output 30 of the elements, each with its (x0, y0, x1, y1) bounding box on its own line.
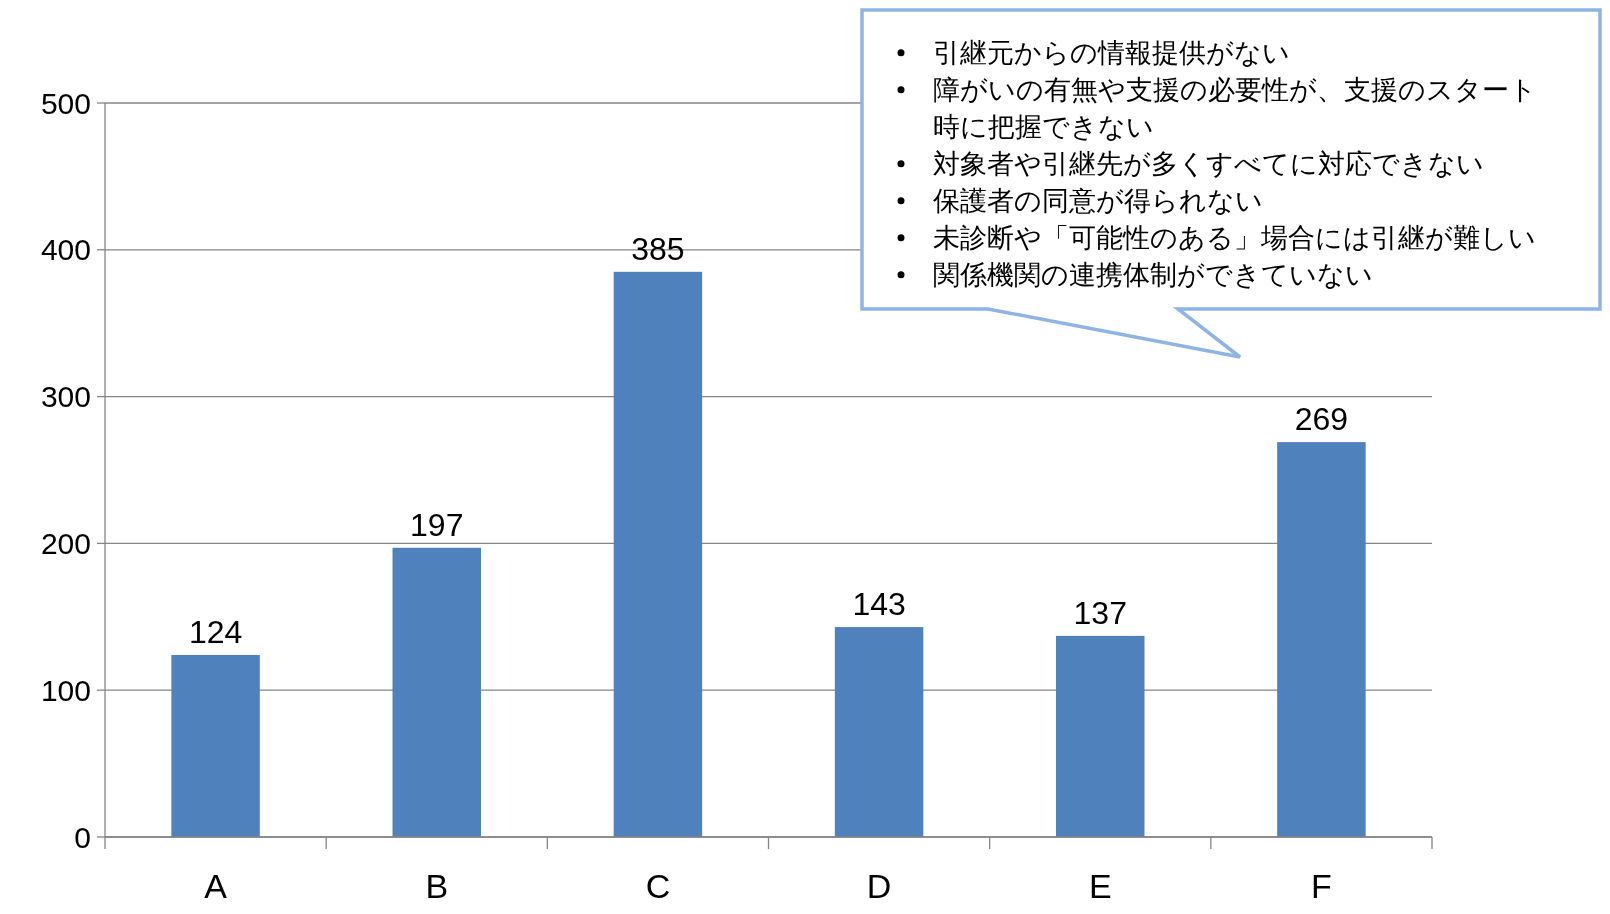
x-tick-label: B (425, 867, 449, 905)
y-tick-label: 0 (74, 820, 91, 854)
y-tick-label: 100 (40, 673, 91, 707)
annotation: 未診断や「可能性のある」場合には引継が難しい (933, 223, 1536, 254)
data-label: 197 (410, 506, 464, 543)
annotation: 保護者の同意が得られない (933, 186, 1263, 217)
annotation: 障がいの有無や支援の必要性が、支援のスタート時に把握できない (933, 75, 1537, 143)
data-label: 124 (188, 613, 243, 650)
annotation: 対象者や引継先が多くすべてに対応できない (933, 149, 1484, 180)
y-tick-label: 200 (40, 526, 91, 560)
x-tick-label: A (204, 867, 228, 905)
data-label: 143 (852, 586, 906, 623)
data-label: 385 (631, 230, 685, 267)
x-tick-label: F (1311, 867, 1332, 905)
bar (1056, 635, 1145, 837)
data-label: 137 (1073, 594, 1127, 631)
annotation: 関係機関の連携体制ができていない (933, 260, 1373, 291)
bar (834, 627, 924, 837)
bar (613, 271, 703, 837)
y-tick-label: 500 (40, 86, 91, 120)
x-tick-label: D (866, 867, 892, 905)
y-tick-label: 400 (40, 233, 91, 267)
text: 引継元からの情報提供がない (933, 38, 1290, 69)
bar (171, 654, 260, 837)
bar (1277, 442, 1366, 837)
bar (392, 547, 481, 837)
y-tick-label: 300 (40, 380, 91, 414)
data-label: 269 (1294, 401, 1349, 438)
x-tick-label: C (645, 867, 671, 905)
x-tick-label: E (1088, 867, 1112, 905)
